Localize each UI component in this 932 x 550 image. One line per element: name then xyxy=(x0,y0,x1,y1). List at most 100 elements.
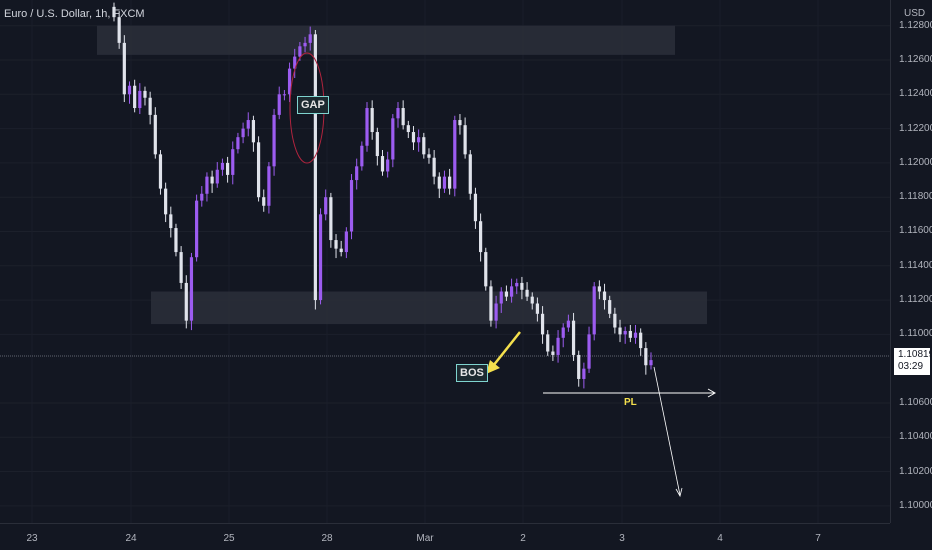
candle-body xyxy=(602,291,607,301)
candle-body xyxy=(551,351,555,355)
candle-body xyxy=(442,176,447,189)
bos-arrow xyxy=(486,331,521,374)
candle-body xyxy=(324,197,328,215)
time-axis-border xyxy=(0,523,890,524)
price-tick-label: 1.10200 xyxy=(899,465,932,477)
candle-body xyxy=(489,286,493,321)
candle-body xyxy=(241,128,245,138)
candle-body xyxy=(453,120,457,189)
supply-demand-zone xyxy=(97,25,675,55)
candle-body xyxy=(473,193,478,222)
candle-body xyxy=(344,231,348,253)
candle-body xyxy=(339,248,343,253)
candle-body xyxy=(349,180,354,232)
candle-body xyxy=(525,289,529,297)
projection-arrow xyxy=(653,366,683,498)
candle-body xyxy=(437,176,441,189)
candle-body xyxy=(401,108,405,126)
candle-body xyxy=(396,108,400,119)
candle-body xyxy=(484,252,488,287)
candle-body xyxy=(411,132,416,143)
candle-body xyxy=(370,108,374,133)
candle-body xyxy=(587,334,591,369)
time-tick-label: 4 xyxy=(717,533,723,544)
price-tick-label: 1.12600 xyxy=(899,54,932,66)
price-tick-label: 1.12000 xyxy=(899,156,932,168)
gap-label: GAP xyxy=(297,96,329,114)
currency-label: USD xyxy=(904,8,926,19)
candle-body xyxy=(628,330,632,338)
candle-body xyxy=(479,221,483,253)
price-tick-label: 1.11200 xyxy=(899,294,932,306)
candle-body xyxy=(143,90,147,98)
bos-label: BOS xyxy=(456,364,488,382)
time-tick-label: 24 xyxy=(125,533,137,544)
candle-body xyxy=(179,252,183,283)
candle-body xyxy=(282,94,286,96)
candle-body xyxy=(195,200,199,258)
candle-body xyxy=(308,34,312,43)
candle-body xyxy=(463,125,467,155)
candle-body xyxy=(582,368,586,379)
pl-label: PL xyxy=(624,397,637,408)
candle-body xyxy=(639,332,643,349)
candle-body xyxy=(494,303,498,321)
price-tick-label: 1.11600 xyxy=(899,225,932,237)
candle-body xyxy=(504,291,509,297)
candle-body xyxy=(225,162,230,175)
price-tick-label: 1.10600 xyxy=(899,396,932,408)
candle-body xyxy=(251,120,256,143)
candle-body xyxy=(293,56,297,69)
candle-body xyxy=(577,354,581,379)
candle-body xyxy=(515,282,519,287)
current-price-tag: 1.10819 03:29 xyxy=(894,348,932,375)
candle-body xyxy=(184,282,188,321)
candle-body xyxy=(220,162,225,170)
candle-body xyxy=(256,142,261,198)
candle-body xyxy=(499,291,503,304)
time-tick-label: 2 xyxy=(520,533,526,544)
candle-body xyxy=(158,154,163,189)
candle-body xyxy=(422,137,426,155)
candle-body xyxy=(231,149,235,175)
candle-body xyxy=(613,313,617,328)
candle-body xyxy=(164,188,168,215)
candle-body xyxy=(267,166,271,206)
candle-body xyxy=(380,156,385,172)
candle-body xyxy=(644,348,648,366)
candle-body xyxy=(432,157,436,177)
candle-body xyxy=(566,320,570,328)
candle-body xyxy=(417,137,421,143)
candle-body xyxy=(169,214,173,229)
price-axis-border xyxy=(890,0,891,523)
candle-body xyxy=(509,286,514,297)
candle-body xyxy=(112,6,116,18)
price-tick-label: 1.12800 xyxy=(899,19,932,31)
candle-body xyxy=(236,137,240,150)
candle-body xyxy=(406,125,410,133)
candle-body xyxy=(561,327,565,338)
candle-body xyxy=(633,332,638,338)
candle-body xyxy=(391,118,395,160)
candle-body xyxy=(148,97,152,115)
candle-body xyxy=(262,197,266,206)
candle-body xyxy=(205,176,209,194)
time-tick-label: Mar xyxy=(416,533,434,544)
candle-body xyxy=(298,46,302,57)
candle-body xyxy=(138,90,142,109)
candle-body xyxy=(122,42,126,95)
candle-body xyxy=(556,337,560,355)
candle-body xyxy=(608,300,612,314)
candle-body xyxy=(313,34,317,301)
supply-demand-zone xyxy=(151,291,707,325)
candle-body xyxy=(318,214,323,301)
symbol-title: Euro / U.S. Dollar, 1h, FXCM xyxy=(4,8,145,20)
time-tick-label: 7 xyxy=(815,533,821,544)
candle-body xyxy=(427,154,431,158)
candle-body xyxy=(520,282,524,290)
candle-body xyxy=(458,120,462,126)
candle-body xyxy=(530,296,534,304)
candle-body xyxy=(592,286,596,335)
candle-body xyxy=(597,286,601,292)
